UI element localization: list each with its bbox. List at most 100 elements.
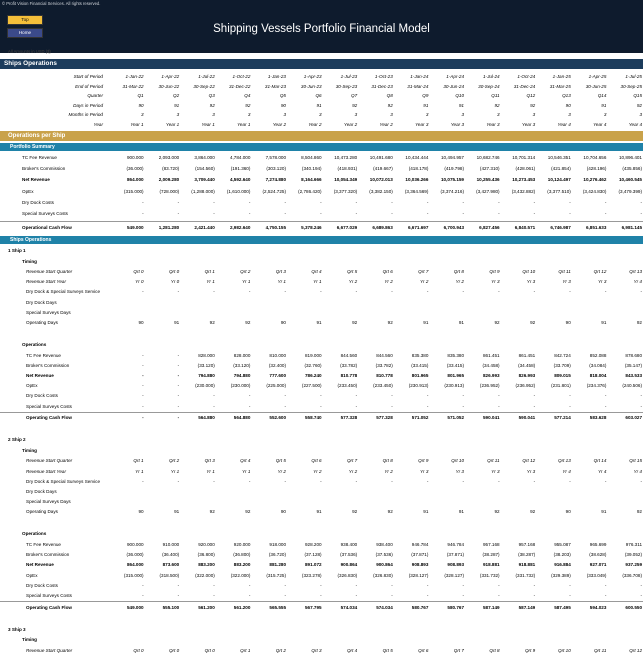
cell[interactable]: (234.376) (586, 383, 607, 389)
cell[interactable]: - (177, 372, 180, 378)
cell[interactable]: (37.871) (446, 552, 464, 558)
cell[interactable]: Yr 0 (170, 279, 180, 285)
cell[interactable]: 31-Mar-25 (549, 83, 571, 89)
cell[interactable]: (191.360) (230, 166, 251, 172)
cell[interactable]: 561.200 (198, 604, 215, 610)
cell[interactable]: (322.000) (195, 572, 215, 578)
cell[interactable]: - (355, 393, 358, 399)
cell[interactable]: - (142, 403, 144, 409)
cell[interactable]: Q6 (315, 93, 322, 99)
cell[interactable]: 927.071 (589, 562, 607, 568)
cell[interactable]: Q1 (137, 93, 144, 99)
cell[interactable]: (236.952) (479, 383, 500, 389)
cell[interactable]: 10,473.280 (334, 155, 358, 160)
cell[interactable]: Qrt 9 (418, 458, 429, 464)
cell[interactable]: Qrt 0 (204, 647, 215, 653)
cell[interactable]: (3,374.216) (440, 188, 465, 194)
cell[interactable]: Qrt 7 (346, 458, 358, 464)
cell[interactable]: 3 (141, 112, 144, 118)
cell[interactable]: 5,378.246 (301, 225, 322, 231)
cell[interactable]: 794.880 (198, 372, 215, 378)
cell[interactable]: 891.072 (304, 562, 322, 568)
cell[interactable]: 955.087 (554, 541, 571, 547)
cell[interactable]: 564.880 (233, 415, 251, 421)
cell[interactable]: - (533, 592, 536, 598)
cell[interactable]: - (177, 415, 180, 421)
cell[interactable]: 878.680 (625, 352, 642, 358)
cell[interactable]: Yr 1 (206, 468, 215, 474)
cell[interactable]: Qrt 3 (311, 647, 322, 653)
cell[interactable]: - (640, 478, 642, 484)
cell[interactable]: 31-Mar-22 (122, 83, 144, 89)
cell[interactable]: - (177, 592, 180, 598)
cell[interactable]: Qrt 7 (418, 269, 429, 274)
cell[interactable]: 3 (639, 112, 642, 118)
cell[interactable]: (37.536) (340, 552, 358, 558)
cell[interactable]: Year 2 (272, 122, 286, 127)
cell[interactable]: - (462, 211, 464, 216)
cell[interactable]: - (640, 403, 642, 409)
cell[interactable]: 565.555 (269, 604, 286, 610)
cell[interactable]: 31-Dec-24 (513, 83, 536, 89)
cell[interactable]: (326.830) (337, 572, 358, 578)
cell[interactable]: 91 (458, 102, 464, 108)
cell[interactable]: - (604, 211, 607, 216)
cell[interactable]: - (177, 403, 180, 409)
cell[interactable]: (154.560) (195, 166, 215, 172)
cell[interactable]: (33.782) (340, 362, 358, 368)
cell[interactable]: (37.536) (375, 552, 393, 558)
cell[interactable]: Year 3 (450, 122, 464, 127)
cell[interactable]: Qrt 14 (593, 458, 607, 464)
cell[interactable]: 1-Apr-25 (588, 74, 607, 79)
cell[interactable]: - (569, 211, 571, 216)
cell[interactable]: 3 (319, 112, 322, 118)
cell[interactable]: 574.034 (376, 604, 393, 610)
cell[interactable]: (33.415) (446, 362, 464, 368)
cell[interactable]: Qrt 10 (451, 458, 464, 464)
cell[interactable]: 91 (601, 509, 607, 515)
cell[interactable]: (427.310) (479, 166, 500, 172)
cell[interactable]: 10,276.462 (583, 177, 607, 183)
cell[interactable]: 10,491.680 (369, 155, 393, 160)
cell[interactable]: (36.800) (197, 552, 215, 558)
cell[interactable]: - (426, 403, 429, 409)
cell[interactable]: (315.000) (123, 188, 144, 194)
cell[interactable]: 810.778 (340, 372, 358, 378)
cell[interactable]: Year 1 (201, 122, 215, 127)
cell[interactable]: Q14 (597, 93, 607, 99)
cell[interactable]: Qrt 1 (133, 458, 144, 464)
cell[interactable]: 844.560 (376, 352, 393, 358)
cell[interactable]: Yr 0 (135, 279, 144, 285)
cell[interactable]: 92 (387, 102, 393, 108)
cell[interactable]: 883.200 (198, 562, 215, 568)
cell[interactable]: - (320, 211, 322, 216)
cell[interactable]: 3 (390, 112, 393, 118)
cell[interactable]: Qrt 1 (240, 647, 251, 653)
cell[interactable]: Yr 2 (313, 468, 322, 474)
cell[interactable]: Yr 3 (491, 468, 500, 474)
cell[interactable]: - (640, 199, 642, 205)
cell[interactable]: 3 (247, 112, 251, 118)
cell[interactable]: - (177, 352, 180, 358)
cell[interactable]: 10,054.349 (334, 177, 358, 183)
cell[interactable]: 10,704.656 (583, 155, 607, 160)
cell[interactable]: 91 (601, 320, 607, 325)
cell[interactable]: 594.023 (589, 604, 607, 610)
cell[interactable]: 3 (176, 112, 180, 118)
cell[interactable]: 3 (354, 112, 358, 118)
cell[interactable]: 10,255.436 (476, 177, 500, 183)
cell[interactable]: 4,592.640 (229, 177, 251, 183)
cell[interactable]: 30-Jun-22 (158, 83, 180, 89)
cell[interactable]: - (284, 289, 286, 295)
cell[interactable]: 4,784.000 (229, 155, 251, 160)
cell[interactable]: (37.871) (411, 552, 429, 558)
cell[interactable]: 10,494.957 (441, 155, 464, 160)
cell[interactable]: 10,273.453 (512, 177, 536, 183)
cell[interactable]: 92 (245, 102, 251, 108)
cell[interactable]: 10,896.401 (619, 155, 642, 160)
cell[interactable]: Qrt 13 (558, 458, 571, 464)
cell[interactable]: - (569, 289, 571, 295)
cell[interactable]: (3,377.510) (547, 188, 571, 194)
cell[interactable]: (3,427.980) (476, 188, 500, 194)
cell[interactable]: - (533, 393, 536, 399)
